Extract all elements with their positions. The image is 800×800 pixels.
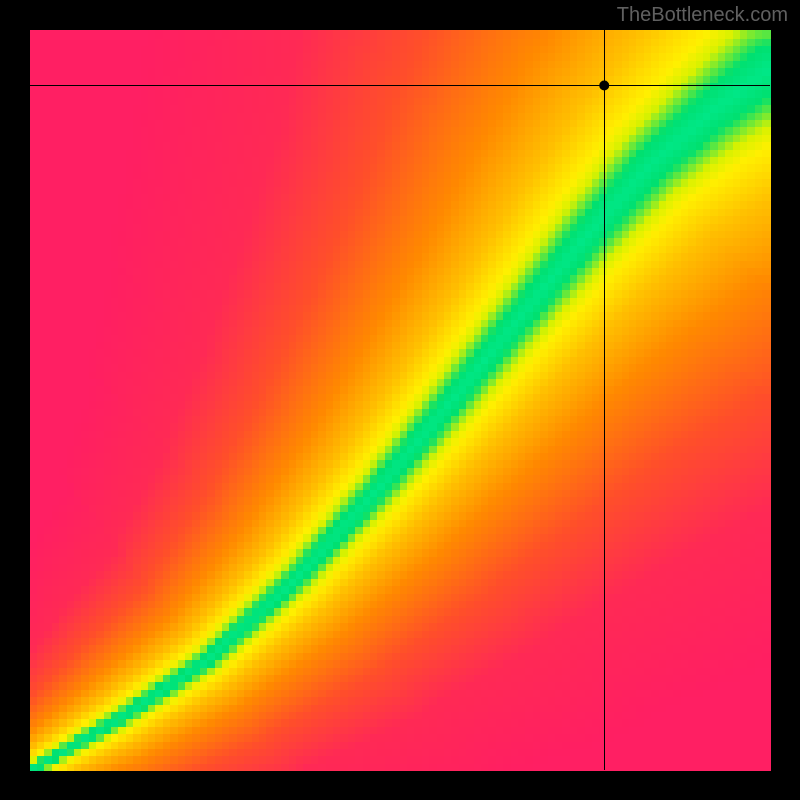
watermark-label: TheBottleneck.com bbox=[617, 4, 788, 27]
bottleneck-heatmap bbox=[0, 0, 800, 800]
root: TheBottleneck.com bbox=[0, 0, 800, 800]
